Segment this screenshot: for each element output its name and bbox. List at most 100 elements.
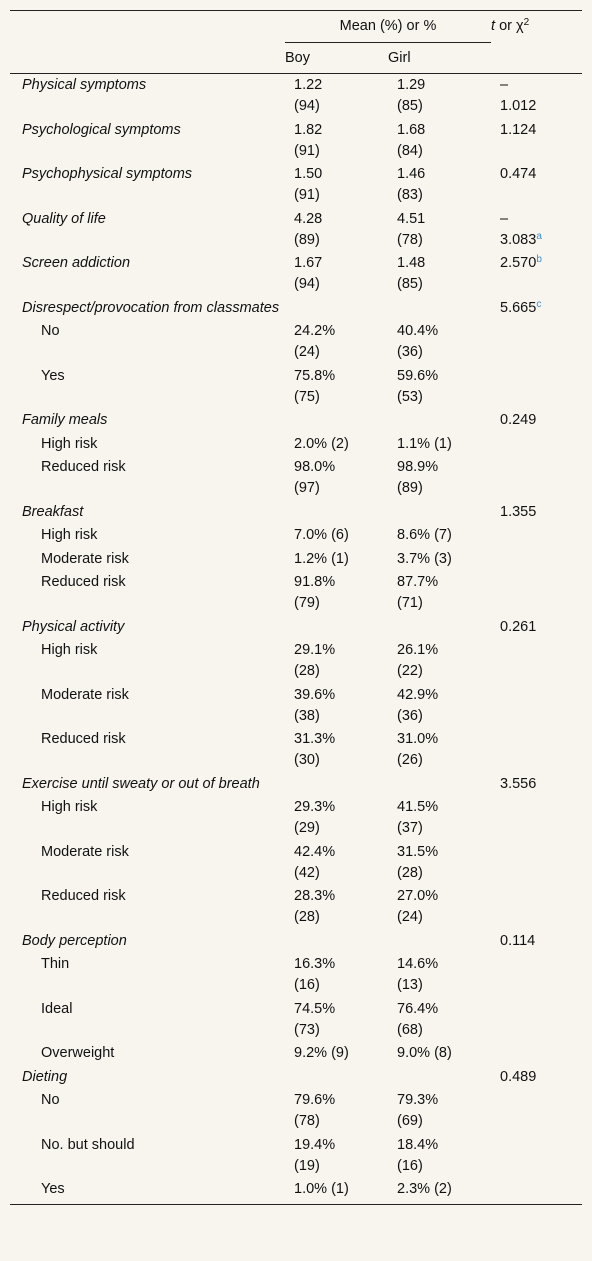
cell-text: (89) xyxy=(294,231,320,248)
stat-cell xyxy=(491,433,582,457)
cell-line: (16) xyxy=(397,1156,491,1177)
cell-line: 28.3% xyxy=(294,886,388,907)
table-row: Reduced risk 98.0% (97) 98.9% (89) xyxy=(10,456,582,501)
stat-cell: 1.124 xyxy=(491,119,582,164)
boy-cell: 1.67 (94) xyxy=(285,252,388,297)
cell-text: (38) xyxy=(294,707,320,724)
table-row: Psychophysical symptoms 1.50 (91) 1.46 (83) 0… xyxy=(10,163,582,208)
cell-line: (94) xyxy=(294,274,388,295)
table-row: Breakfast 1.355 xyxy=(10,501,582,525)
cell-line: 16.3% xyxy=(294,954,388,975)
girl-cell: 31.5% (28) xyxy=(388,841,491,886)
header-row: Mean (%) or % t or χ2 xyxy=(10,10,583,43)
boy-cell: 24.2% (24) xyxy=(285,320,388,365)
cell-line: 19.4% xyxy=(294,1135,388,1156)
stat-cell: – 1.012 xyxy=(491,74,582,119)
table-header: Mean (%) or % t or χ2 Boy Girl xyxy=(10,10,583,74)
cell-text: (36) xyxy=(397,707,423,724)
cell-line: (89) xyxy=(294,230,388,251)
cell-line: 18.4% xyxy=(397,1135,491,1156)
cell-text: (73) xyxy=(294,1021,320,1038)
cell-line: 1.50 xyxy=(294,164,388,185)
cell-line: (79) xyxy=(294,593,388,614)
cell-text: 3.556 xyxy=(500,775,537,792)
cell-line: – xyxy=(500,209,582,230)
cell-line: 1.48 xyxy=(397,253,491,274)
boy-cell: 42.4% (42) xyxy=(285,841,388,886)
cell-line: (22) xyxy=(397,661,491,682)
cell-line: (36) xyxy=(397,342,491,363)
cell-line: 1.2% (1) xyxy=(294,549,388,570)
row-label: Breakfast xyxy=(22,503,84,520)
cell-text: 31.0% xyxy=(397,731,439,747)
table-row: High risk 29.1% (28) 26.1% (22) xyxy=(10,639,582,684)
cell-line: 87.7% xyxy=(397,572,491,593)
table-row: Physical symptoms 1.22 (94) 1.29 (85) – 1.012 xyxy=(10,74,582,119)
table-row: High risk 2.0% (2) 1.1% (1) xyxy=(10,433,582,457)
cell-text: 59.6% xyxy=(397,367,439,384)
cell-line: 4.51 xyxy=(397,209,491,230)
cell-text: 0.489 xyxy=(500,1068,537,1085)
cell-text: 1.2% (1) xyxy=(294,550,349,567)
cell-line: 1.124 xyxy=(500,120,582,141)
cell-text: (89) xyxy=(397,480,423,496)
stat-sup: 2 xyxy=(523,17,530,29)
row-label: Moderate risk xyxy=(41,686,129,703)
row-label: Exercise until sweaty or out of breath xyxy=(22,775,260,792)
stat-cell xyxy=(491,953,582,998)
boy-cell: 79.6% (78) xyxy=(285,1089,388,1134)
cell-text: 76.4% xyxy=(397,1000,439,1017)
cell-line: 3.7% (3) xyxy=(397,549,491,570)
table-row: Moderate risk 42.4% (42) 31.5% (28) xyxy=(10,841,582,886)
boy-cell: 91.8% (79) xyxy=(285,571,388,616)
row-label: Reduced risk xyxy=(41,459,126,475)
row-label: Dieting xyxy=(22,1068,68,1085)
stat-cell: 0.249 xyxy=(491,409,582,433)
stat-cell xyxy=(491,841,582,886)
cell-line: (16) xyxy=(294,975,388,996)
table-row: Moderate risk 39.6% (38) 42.9% (36) xyxy=(10,684,582,729)
row-label: Reduced risk xyxy=(41,888,126,904)
footnote-mark: c xyxy=(536,298,542,310)
cell-line: 74.5% xyxy=(294,999,388,1020)
girl-cell: 1.1% (1) xyxy=(388,433,491,457)
row-label: High risk xyxy=(41,527,98,543)
cell-line: 2.570b xyxy=(500,253,582,274)
table-row: Psychological symptoms 1.82 (91) 1.68 (84) 1.… xyxy=(10,119,582,164)
stat-cell xyxy=(491,1134,582,1179)
cell-line: – xyxy=(500,75,582,96)
girl-cell: 42.9% (36) xyxy=(388,684,491,729)
cell-text: 4.51 xyxy=(397,210,426,227)
stat-cell xyxy=(491,728,582,773)
cell-text: 79.6% xyxy=(294,1092,336,1108)
cell-text: (28) xyxy=(397,864,423,881)
cell-text: 8.6% (7) xyxy=(397,527,452,543)
cell-text: 31.3% xyxy=(294,731,336,747)
cell-line: 27.0% xyxy=(397,886,491,907)
cell-line: 2.0% (2) xyxy=(294,434,388,455)
cell-line: (36) xyxy=(397,706,491,727)
cell-text: (37) xyxy=(397,820,423,836)
girl-cell: 59.6% (53) xyxy=(388,365,491,410)
table-row: Screen addiction 1.67 (94) 1.48 (85) 2.570b xyxy=(10,252,582,297)
cell-line: 2.3% (2) xyxy=(397,1179,491,1200)
cell-line: 26.1% xyxy=(397,640,491,661)
cell-line: 40.4% xyxy=(397,321,491,342)
stat-cell: 0.474 xyxy=(491,163,582,208)
cell-line: (28) xyxy=(294,661,388,682)
cell-text: 87.7% xyxy=(397,574,439,590)
cell-line: 1.46 xyxy=(397,164,491,185)
stat-cell xyxy=(491,1042,582,1066)
cell-text: 2.570 xyxy=(500,255,537,271)
cell-text: 0.474 xyxy=(500,166,537,182)
cell-text: (13) xyxy=(397,977,423,993)
stat-cell xyxy=(491,1178,583,1205)
cell-line: (91) xyxy=(294,185,388,206)
cell-text: 98.9% xyxy=(397,459,439,475)
table-row: Moderate risk 1.2% (1) 3.7% (3) xyxy=(10,548,582,572)
cell-line: 75.8% xyxy=(294,366,388,387)
row-label: Yes xyxy=(41,367,65,384)
girl-cell: 1.48 (85) xyxy=(388,252,491,297)
cell-line: 1.68 xyxy=(397,120,491,141)
cell-text: (24) xyxy=(397,909,423,925)
